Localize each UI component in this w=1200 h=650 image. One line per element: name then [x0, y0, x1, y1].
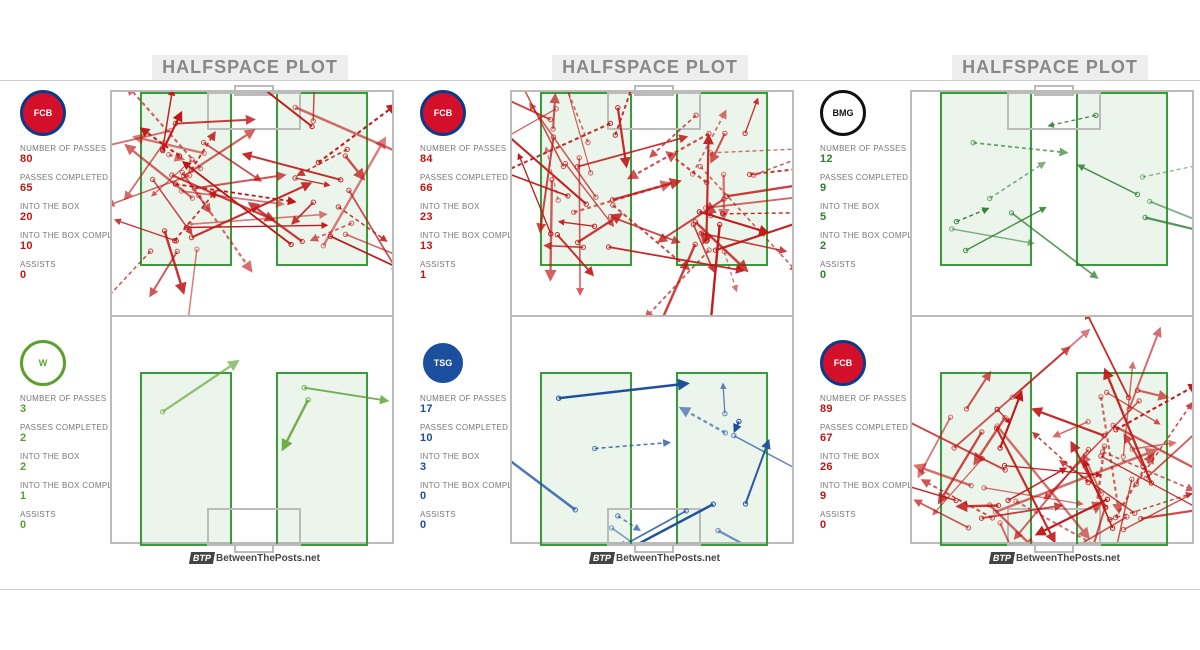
credit: BTPBetweenThePosts.net	[590, 552, 720, 564]
pitch-bottom	[910, 315, 1194, 544]
team-badge: TSG	[420, 340, 466, 386]
plot-column: BMG NUMBER OF PASSES 12PASSES COMPLETED …	[820, 0, 1200, 650]
pitch-bottom	[510, 315, 794, 544]
page: HALFSPACE PLOT FCB NUMBER OF PASSES 80PA…	[0, 0, 1200, 650]
pitch-top	[110, 90, 394, 319]
team-badge: FCB	[420, 90, 466, 136]
pitch-top	[910, 90, 1194, 319]
plot-column: FCB NUMBER OF PASSES 80PASSES COMPLETED …	[20, 0, 400, 650]
credit-text: BetweenThePosts.net	[616, 553, 720, 564]
team-badge: FCB	[820, 340, 866, 386]
credit-tag: BTP	[189, 552, 215, 564]
plot-column: FCB NUMBER OF PASSES 84PASSES COMPLETED …	[420, 0, 800, 650]
pitch-top	[510, 90, 794, 319]
credit: BTPBetweenThePosts.net	[990, 552, 1120, 564]
credit: BTPBetweenThePosts.net	[190, 552, 320, 564]
credit-tag: BTP	[589, 552, 615, 564]
badge-text: FCB	[834, 359, 853, 368]
credit-text: BetweenThePosts.net	[1016, 553, 1120, 564]
pitch-bottom	[110, 315, 394, 544]
team-badge: W	[20, 340, 66, 386]
credit-text: BetweenThePosts.net	[216, 553, 320, 564]
badge-text: FCB	[34, 109, 53, 118]
badge-text: BMG	[833, 109, 854, 118]
credit-tag: BTP	[989, 552, 1015, 564]
badge-text: FCB	[434, 109, 453, 118]
badge-text: W	[39, 359, 48, 368]
team-badge: FCB	[20, 90, 66, 136]
team-badge: BMG	[820, 90, 866, 136]
badge-text: TSG	[434, 359, 453, 368]
